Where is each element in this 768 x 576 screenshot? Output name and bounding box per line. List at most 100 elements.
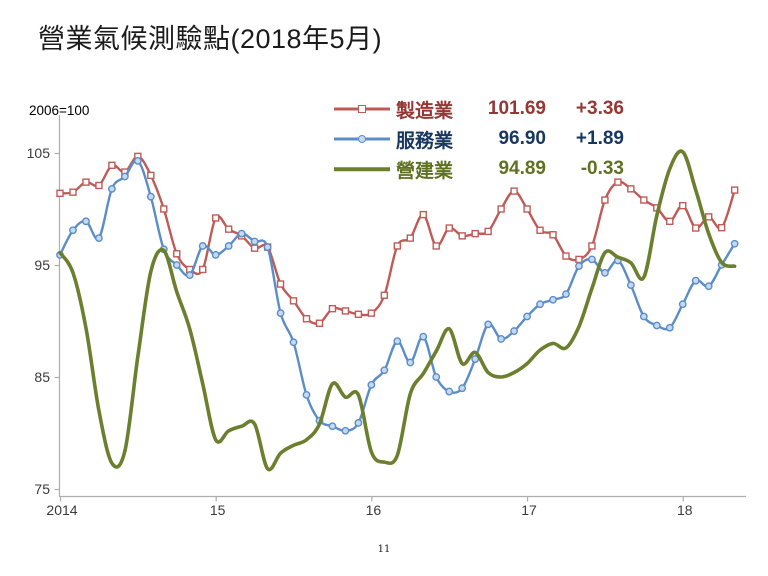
data-point-services — [211, 251, 220, 259]
data-point-manufacturing — [471, 229, 479, 238]
circle-marker-icon — [358, 135, 366, 143]
data-point-manufacturing — [562, 252, 570, 260]
data-point-manufacturing — [199, 265, 207, 274]
data-point-services — [146, 192, 155, 201]
data-point-services — [237, 229, 246, 238]
y-tick-label: 105 — [27, 145, 51, 161]
legend-line-sample-services — [334, 133, 390, 145]
data-point-services — [367, 380, 376, 389]
data-point-services — [263, 243, 272, 251]
legend-row-services: 服務業 96.90 +1.89 — [334, 124, 624, 154]
data-point-services — [536, 300, 544, 309]
data-point-services — [626, 281, 635, 290]
data-point-manufacturing — [536, 226, 544, 234]
data-point-manufacturing — [705, 213, 713, 221]
data-point-services — [601, 268, 609, 277]
data-point-manufacturing — [250, 244, 259, 252]
legend-label-services: 服務業 — [396, 130, 454, 152]
data-point-manufacturing — [56, 189, 64, 198]
data-point-manufacturing — [289, 297, 298, 305]
legend-value-services: 96.90 — [498, 128, 546, 149]
data-point-services — [691, 276, 700, 285]
data-point-services — [82, 217, 90, 226]
data-point-manufacturing — [276, 280, 285, 288]
data-point-manufacturing — [432, 242, 440, 250]
x-tick-label: 18 — [677, 502, 693, 518]
data-point-services — [172, 261, 181, 269]
data-point-services — [639, 312, 648, 321]
data-point-manufacturing — [419, 210, 427, 219]
data-point-manufacturing — [147, 171, 155, 180]
data-point-manufacturing — [69, 188, 77, 196]
data-point-services — [224, 242, 233, 250]
data-point-services — [484, 320, 493, 329]
data-point-services — [185, 271, 194, 279]
data-point-services — [730, 239, 739, 248]
data-point-manufacturing — [588, 242, 596, 250]
data-point-services — [665, 323, 674, 332]
data-point-manufacturing — [302, 315, 311, 323]
data-point-manufacturing — [627, 185, 635, 193]
data-point-services — [652, 321, 661, 330]
x-tick-label: 16 — [366, 502, 382, 518]
data-point-services — [497, 335, 506, 343]
data-point-manufacturing — [679, 201, 687, 210]
legend-row-construction: 營建業 94.89 -0.33 — [334, 154, 624, 184]
data-point-services — [289, 338, 298, 347]
data-point-services — [69, 226, 77, 235]
data-point-manufacturing — [484, 227, 492, 236]
y-tick-label: 85 — [34, 369, 50, 385]
x-tick-label: 15 — [210, 502, 226, 518]
data-point-services — [276, 309, 285, 318]
legend-change-construction: -0.33 — [580, 158, 624, 179]
data-point-services — [432, 373, 441, 381]
chart-legend: 製造業 101.69 +3.36 服務業 96.90 +1.89 營建業 94.… — [334, 94, 624, 184]
data-point-manufacturing — [575, 255, 583, 264]
legend-change-services: +1.89 — [575, 128, 624, 149]
data-point-manufacturing — [717, 224, 726, 232]
data-point-services — [523, 312, 531, 321]
data-point-manufacturing — [406, 234, 414, 242]
data-point-services — [562, 290, 570, 299]
data-point-manufacturing — [510, 187, 518, 195]
data-point-services — [328, 422, 337, 431]
legend-line-sample-manufacturing — [334, 103, 390, 115]
legend-label-construction: 營建業 — [396, 160, 454, 182]
construction-line-swatch — [334, 167, 390, 171]
data-point-manufacturing — [95, 181, 103, 190]
data-point-services — [458, 384, 467, 393]
data-point-services — [406, 358, 415, 367]
y-tick-label: 95 — [34, 257, 50, 273]
data-point-manufacturing — [367, 309, 376, 317]
page-title: 營業氣候測驗點(2018年5月) — [38, 24, 383, 54]
data-point-services — [575, 262, 583, 271]
legend-value-manufacturing: 101.69 — [487, 98, 546, 119]
data-point-manufacturing — [354, 310, 363, 318]
data-point-services — [588, 255, 596, 264]
data-point-services — [678, 300, 687, 309]
axis-unit-note: 2006=100 — [29, 103, 90, 118]
data-point-services — [445, 387, 454, 396]
data-point-manufacturing — [730, 186, 739, 194]
data-point-manufacturing — [601, 196, 609, 204]
data-point-manufacturing — [445, 224, 453, 232]
data-point-services — [107, 184, 116, 193]
legend-label-manufacturing: 製造業 — [396, 100, 454, 122]
data-point-services — [380, 366, 389, 375]
data-point-manufacturing — [549, 231, 557, 239]
legend-row-manufacturing: 製造業 101.69 +3.36 — [334, 94, 624, 124]
data-point-manufacturing — [315, 319, 324, 327]
data-point-services — [133, 156, 142, 165]
data-point-services — [354, 419, 363, 427]
data-point-services — [198, 242, 207, 250]
y-tick-label: 75 — [34, 481, 50, 497]
x-tick-label: 2014 — [46, 502, 77, 518]
data-point-services — [704, 282, 713, 291]
data-point-services — [250, 237, 259, 246]
series-line-construction — [58, 149, 737, 472]
legend-value-construction: 94.89 — [498, 158, 546, 179]
data-point-manufacturing — [160, 205, 168, 213]
data-point-services — [302, 391, 311, 399]
data-point-manufacturing — [380, 291, 389, 299]
